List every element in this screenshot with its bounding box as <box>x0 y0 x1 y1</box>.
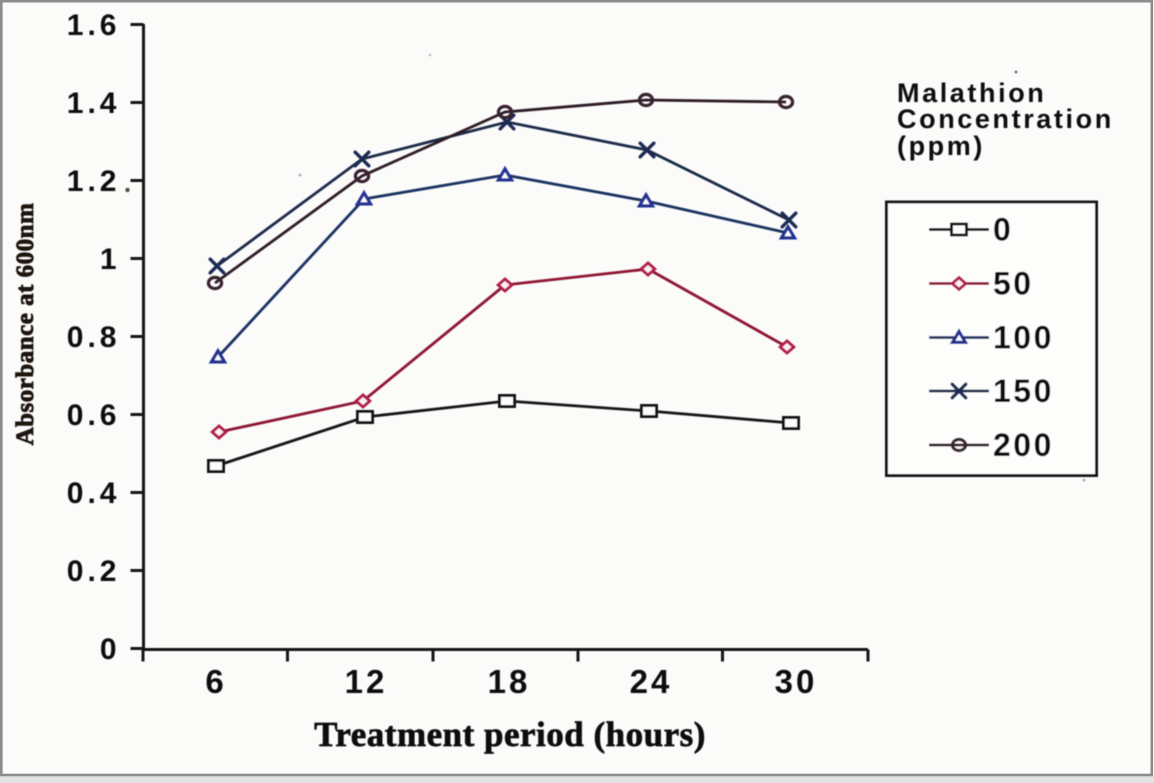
svg-text:6: 6 <box>205 663 226 700</box>
svg-text:1.6: 1.6 <box>67 9 121 42</box>
svg-text:24: 24 <box>630 663 673 700</box>
svg-text:Concentration: Concentration <box>897 104 1114 134</box>
svg-text:150: 150 <box>993 373 1054 409</box>
svg-text:18: 18 <box>488 663 531 700</box>
svg-text:0.2: 0.2 <box>67 555 121 588</box>
svg-text:Treatment period (hours): Treatment period (hours) <box>314 715 706 754</box>
svg-text:1: 1 <box>100 243 121 276</box>
svg-text:12: 12 <box>345 663 388 700</box>
svg-text:0.6: 0.6 <box>67 399 121 432</box>
svg-text:1.4: 1.4 <box>67 87 121 120</box>
svg-text:0: 0 <box>100 633 121 666</box>
svg-text:Malathion: Malathion <box>897 78 1046 108</box>
svg-text:1.2: 1.2 <box>67 165 121 198</box>
svg-text:30: 30 <box>775 663 818 700</box>
svg-text:Absorbance at 600nm: Absorbance at 600nm <box>12 203 39 446</box>
svg-text:0: 0 <box>993 212 1013 248</box>
svg-text:0.4: 0.4 <box>67 477 121 510</box>
svg-text:100: 100 <box>993 320 1054 356</box>
svg-text:200: 200 <box>993 427 1054 463</box>
svg-text:0.8: 0.8 <box>67 321 121 354</box>
svg-text:50: 50 <box>993 266 1034 302</box>
svg-text:(ppm): (ppm) <box>897 131 985 161</box>
